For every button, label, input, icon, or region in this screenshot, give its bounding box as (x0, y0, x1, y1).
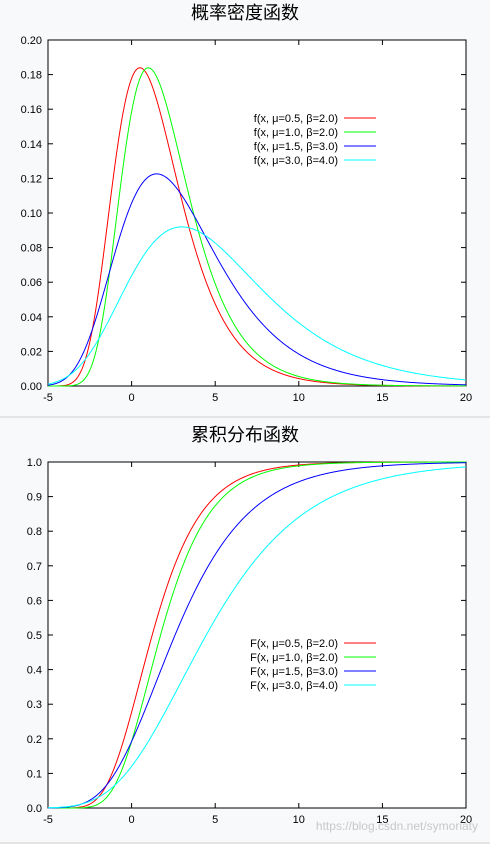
cdf-y-tick-label: 0.0 (27, 803, 42, 815)
pdf-y-tick-label: 0.18 (21, 70, 42, 82)
pdf-series-lines (47, 67, 467, 387)
cdf-y-tick-label: 0.4 (27, 665, 42, 677)
pdf-plot-area (47, 39, 467, 387)
cdf-x-tick-label: 20 (460, 814, 472, 826)
pdf-chart-title: 概率密度函数 (191, 3, 299, 24)
pdf-y-tick-label: 0.10 (21, 208, 42, 220)
cdf-y-tick-label: 0.1 (27, 768, 42, 780)
cdf-series-lines (47, 461, 467, 809)
pdf-series-line-3 (47, 173, 467, 386)
pdf-legend-label: f(x, μ=0.5, β=2.0) (254, 113, 338, 125)
watermark-text: https://blog.csdn.net/symoriaty (316, 819, 478, 833)
pdf-x-tick-label: -5 (43, 392, 53, 404)
cdf-y-tick-label: 0.8 (27, 526, 42, 538)
pdf-x-tick-label: 0 (129, 392, 135, 404)
cdf-series-line-4 (47, 466, 467, 809)
cdf-x-tick-label: 15 (376, 814, 388, 826)
cdf-plot-area (47, 461, 467, 809)
cdf-x-tick-label: 0 (129, 814, 135, 826)
cdf-legend-label: F(x, μ=0.5, β=2.0) (250, 638, 338, 650)
pdf-x-tick-label: 5 (212, 392, 218, 404)
pdf-y-tick-label: 0.06 (21, 277, 42, 289)
pdf-x-tick-label: 20 (460, 392, 472, 404)
cdf-legend-label: F(x, μ=3.0, β=4.0) (250, 680, 338, 692)
pdf-series-line-2 (48, 67, 467, 387)
pdf-y-tick-label: 0.02 (21, 346, 42, 358)
pdf-x-tick-label: 15 (376, 392, 388, 404)
pdf-y-tick-label: 0.16 (21, 104, 42, 116)
cdf-y-tick-label: 0.9 (27, 492, 42, 504)
cdf-series-line-2 (48, 461, 466, 809)
pdf-y-tick-label: 0.08 (21, 243, 42, 255)
cdf-legend: F(x, μ=0.5, β=2.0) F(x, μ=1.0, β=2.0) F(x,… (250, 638, 376, 692)
pdf-y-tick-label: 0.14 (21, 139, 42, 151)
pdf-series-line-4 (47, 226, 467, 385)
pdf-legend: f(x, μ=0.5, β=2.0) f(x, μ=1.0, β=2.0) f(x,… (254, 113, 376, 167)
pdf-x-tick-label: 10 (293, 392, 305, 404)
cdf-y-tick-label: 0.3 (27, 699, 42, 711)
pdf-legend-label: f(x, μ=1.5, β=3.0) (254, 141, 338, 153)
pdf-y-tick-label: 0.20 (21, 35, 42, 47)
cdf-panel: 累积分布函数 -5 0 5 10 15 20 0.0 0.1 0.2 0.3 0.4 0.5 0.6 0.… (27, 425, 472, 826)
cdf-x-tick-label: 10 (293, 814, 305, 826)
pdf-legend-label: f(x, μ=1.0, β=2.0) (254, 127, 338, 139)
pdf-y-tick-label: 0.12 (21, 173, 42, 185)
cdf-y-tick-label: 0.6 (27, 595, 42, 607)
pdf-y-tick-label: 0.00 (21, 381, 42, 393)
cdf-y-tick-label: 0.7 (27, 561, 42, 573)
cdf-y-tick-label: 1.0 (27, 457, 42, 469)
cdf-x-tick-label: 5 (212, 814, 218, 826)
pdf-y-tick-label: 0.04 (21, 312, 42, 324)
cdf-y-tick-label: 0.5 (27, 630, 42, 642)
pdf-legend-label: f(x, μ=3.0, β=4.0) (254, 155, 338, 167)
cdf-legend-label: F(x, μ=1.0, β=2.0) (250, 652, 338, 664)
cdf-legend-label: F(x, μ=1.5, β=3.0) (250, 666, 338, 678)
cdf-axis-ticks: -5 0 5 10 15 20 0.0 0.1 0.2 0.3 0.4 0.5 0.6 0.7 0.8 0.9… (27, 457, 472, 826)
cdf-chart-title: 累积分布函数 (191, 425, 299, 446)
cdf-x-tick-label: -5 (43, 814, 53, 826)
cdf-series-line-3 (48, 462, 467, 809)
cdf-y-tick-label: 0.2 (27, 734, 42, 746)
pdf-panel: 概率密度函数 -5 0 5 10 15 20 0.00 0.02 0.04 0.06 0.08 0.1… (21, 3, 473, 404)
